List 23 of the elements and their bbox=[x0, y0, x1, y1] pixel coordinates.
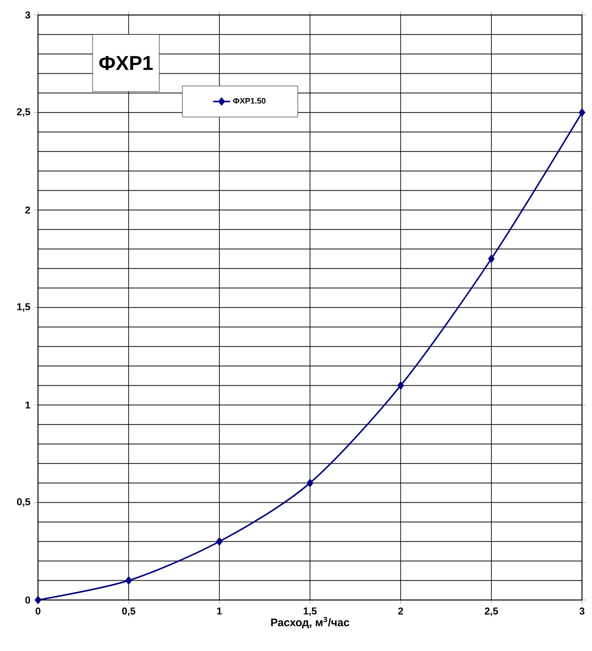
y-tick-label: 3 bbox=[25, 11, 30, 19]
x-tick-label: 1,5 bbox=[304, 608, 317, 616]
y-tick-label: 1 bbox=[26, 402, 30, 408]
y-tick-label: 2 bbox=[25, 206, 30, 214]
text: ФХР1 bbox=[99, 56, 153, 70]
x-tick-label: 2 bbox=[398, 608, 404, 614]
point bbox=[398, 382, 404, 390]
x-tick-label: 0,5 bbox=[122, 608, 136, 616]
x-axis-title: Расход, м$^{3}$/час bbox=[271, 616, 350, 628]
x-tick-label: 0 bbox=[36, 608, 40, 615]
x-tick-label: 2,5 bbox=[484, 608, 498, 616]
y-tick-label: 2,5 bbox=[16, 108, 30, 117]
point bbox=[488, 254, 494, 263]
point bbox=[216, 538, 222, 546]
x-tick-label: 3 bbox=[579, 608, 584, 615]
point bbox=[34, 596, 42, 604]
point bbox=[126, 576, 132, 584]
y-tick-label: 1,5 bbox=[17, 303, 30, 312]
y-tick-label: 0,5 bbox=[17, 498, 30, 507]
y-tick-label: 0 bbox=[25, 596, 30, 604]
point bbox=[306, 479, 314, 487]
x-tick-label: 1 bbox=[217, 608, 222, 614]
point bbox=[578, 108, 586, 116]
